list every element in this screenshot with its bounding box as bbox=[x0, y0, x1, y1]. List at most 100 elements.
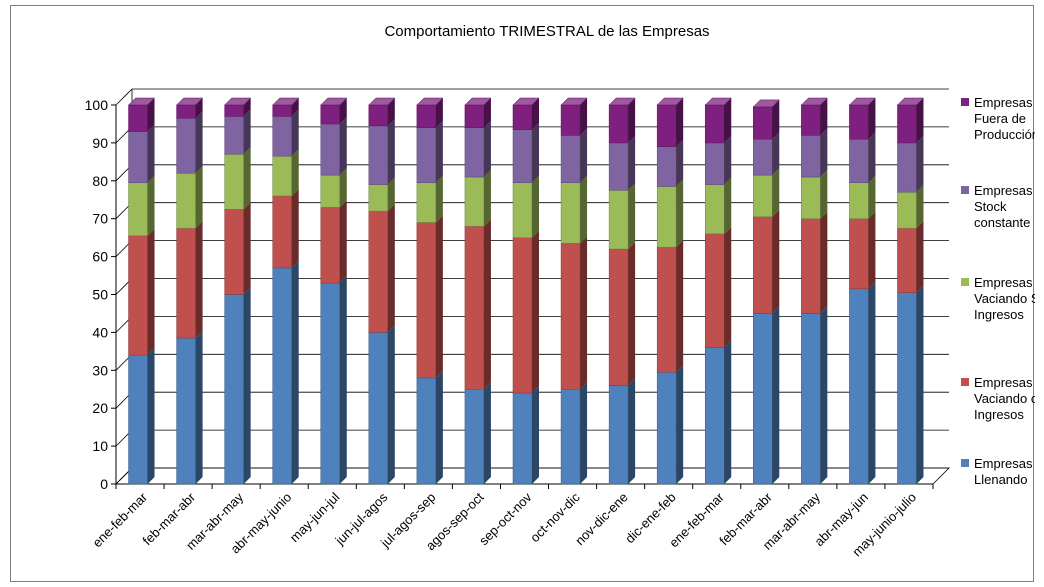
bar-front bbox=[320, 282, 341, 485]
bar-front bbox=[224, 116, 244, 155]
bar-front bbox=[368, 104, 389, 127]
bar-side bbox=[580, 236, 588, 390]
bar-segment bbox=[560, 382, 588, 485]
bar-front bbox=[224, 154, 244, 210]
bar-side bbox=[435, 98, 443, 128]
bar-side bbox=[243, 109, 251, 155]
bar-segment bbox=[464, 170, 491, 227]
bar-side bbox=[676, 240, 684, 373]
bar-front bbox=[176, 172, 196, 229]
bar-top bbox=[272, 97, 300, 106]
bar-segment bbox=[128, 348, 155, 485]
bar-segment bbox=[801, 128, 828, 178]
bar-segment bbox=[656, 240, 684, 373]
bar-front bbox=[464, 127, 485, 178]
bar-front bbox=[608, 190, 629, 250]
bar-front bbox=[368, 210, 389, 333]
bar-side bbox=[724, 135, 732, 185]
bar-segment bbox=[753, 168, 780, 218]
bar-segment bbox=[897, 285, 924, 485]
bar-side bbox=[435, 175, 443, 223]
bar-segment bbox=[608, 378, 636, 485]
bar-segment bbox=[368, 204, 395, 333]
bar-side bbox=[483, 170, 491, 227]
bar-segment bbox=[368, 97, 396, 127]
bar-segment bbox=[416, 97, 444, 128]
y-tick-label: 0 bbox=[100, 476, 108, 492]
bar-side bbox=[916, 185, 924, 229]
bar-front bbox=[753, 216, 773, 314]
bar-segment bbox=[656, 97, 684, 147]
bar-front bbox=[656, 146, 677, 187]
bar-side bbox=[628, 378, 636, 484]
bar-top bbox=[704, 97, 732, 106]
legend-label: Stock bbox=[974, 199, 1007, 214]
bar-side bbox=[195, 166, 203, 229]
bar-front bbox=[656, 104, 677, 147]
bar-side bbox=[195, 331, 203, 484]
bar-side bbox=[435, 370, 443, 484]
bar-side bbox=[291, 188, 299, 268]
bar-segment bbox=[753, 209, 780, 314]
bar-front bbox=[320, 104, 341, 125]
bar-side bbox=[435, 215, 443, 378]
bar-front bbox=[849, 182, 869, 219]
bar-side bbox=[195, 111, 203, 174]
bar-side bbox=[820, 211, 828, 314]
bar-side bbox=[820, 98, 828, 136]
bar-segment bbox=[320, 168, 347, 208]
bar-segment bbox=[272, 188, 299, 269]
bar-segment bbox=[224, 287, 251, 485]
bar-front bbox=[801, 135, 821, 178]
bar-front bbox=[272, 267, 292, 485]
bar-side bbox=[339, 276, 347, 484]
y-tick-label: 80 bbox=[92, 173, 108, 189]
bar-side bbox=[676, 98, 684, 147]
y-tick-label: 60 bbox=[92, 249, 108, 265]
bar-front bbox=[464, 104, 485, 128]
bar-segment bbox=[752, 99, 780, 140]
bar-segment bbox=[512, 230, 539, 394]
bar-side bbox=[387, 177, 395, 212]
bar-top bbox=[848, 97, 877, 106]
bar-side bbox=[868, 281, 876, 484]
bar-front bbox=[753, 138, 773, 176]
bar-front bbox=[368, 332, 389, 485]
bar-segment bbox=[560, 175, 588, 244]
bar-front bbox=[753, 174, 773, 218]
y-tick-label: 70 bbox=[92, 211, 108, 227]
x-tick-label: ene-feb-mar bbox=[89, 489, 150, 550]
bar-front bbox=[176, 104, 196, 119]
bar-top bbox=[224, 97, 252, 106]
bar-front bbox=[272, 104, 292, 117]
bar-side bbox=[820, 128, 828, 178]
bar-segment bbox=[464, 120, 491, 178]
bar-front bbox=[512, 392, 533, 485]
legend-swatch bbox=[961, 98, 969, 106]
bar-side bbox=[387, 98, 395, 126]
legend-swatch bbox=[961, 186, 969, 194]
bar-segment bbox=[128, 124, 155, 183]
bar-segment bbox=[897, 221, 924, 293]
bar-front bbox=[608, 142, 629, 191]
y-tick-label: 50 bbox=[92, 287, 108, 303]
bar-front bbox=[320, 207, 341, 284]
bar-front bbox=[416, 104, 437, 128]
bar-segment bbox=[127, 97, 156, 132]
bar-segment bbox=[753, 306, 780, 485]
bar-segment bbox=[801, 170, 828, 219]
bar-segment bbox=[849, 281, 876, 485]
bar-front bbox=[512, 104, 533, 130]
bar-segment bbox=[320, 200, 347, 284]
bar-segment bbox=[704, 135, 732, 185]
bar-side bbox=[483, 219, 491, 390]
bar-top bbox=[464, 97, 492, 106]
bar-front bbox=[897, 227, 917, 293]
bar-segment bbox=[416, 120, 443, 183]
bar-side bbox=[676, 365, 684, 484]
legend-label: Empresas bbox=[974, 95, 1033, 110]
bar-front bbox=[801, 176, 821, 219]
bar-side bbox=[147, 124, 155, 183]
bar-front bbox=[897, 104, 917, 144]
